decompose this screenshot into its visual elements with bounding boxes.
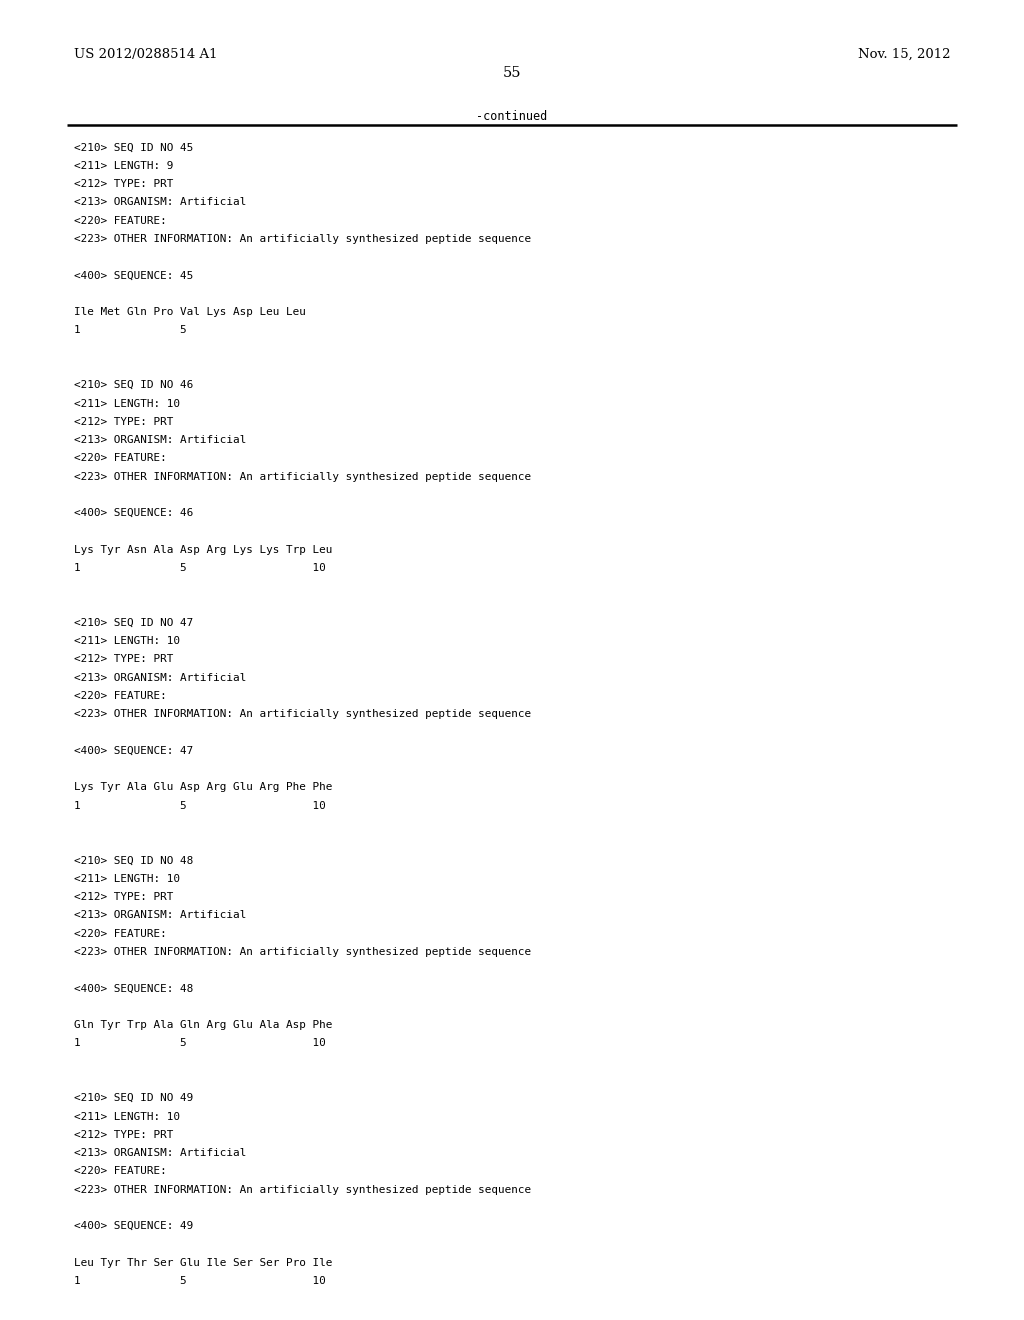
Text: Lys Tyr Ala Glu Asp Arg Glu Arg Phe Phe: Lys Tyr Ala Glu Asp Arg Glu Arg Phe Phe <box>74 783 332 792</box>
Text: <223> OTHER INFORMATION: An artificially synthesized peptide sequence: <223> OTHER INFORMATION: An artificially… <box>74 1184 530 1195</box>
Text: Ile Met Gln Pro Val Lys Asp Leu Leu: Ile Met Gln Pro Val Lys Asp Leu Leu <box>74 308 305 317</box>
Text: <213> ORGANISM: Artificial: <213> ORGANISM: Artificial <box>74 198 246 207</box>
Text: 1               5                   10: 1 5 10 <box>74 564 326 573</box>
Text: <211> LENGTH: 10: <211> LENGTH: 10 <box>74 399 180 408</box>
Text: <223> OTHER INFORMATION: An artificially synthesized peptide sequence: <223> OTHER INFORMATION: An artificially… <box>74 709 530 719</box>
Text: 1               5: 1 5 <box>74 325 186 335</box>
Text: <220> FEATURE:: <220> FEATURE: <box>74 1167 167 1176</box>
Text: <212> TYPE: PRT: <212> TYPE: PRT <box>74 1130 173 1139</box>
Text: 1               5                   10: 1 5 10 <box>74 1039 326 1048</box>
Text: -continued: -continued <box>476 110 548 123</box>
Text: Leu Tyr Thr Ser Glu Ile Ser Ser Pro Ile: Leu Tyr Thr Ser Glu Ile Ser Ser Pro Ile <box>74 1258 332 1267</box>
Text: <210> SEQ ID NO 45: <210> SEQ ID NO 45 <box>74 143 193 153</box>
Text: <211> LENGTH: 10: <211> LENGTH: 10 <box>74 1111 180 1122</box>
Text: 1               5                   10: 1 5 10 <box>74 1276 326 1286</box>
Text: <400> SEQUENCE: 45: <400> SEQUENCE: 45 <box>74 271 193 281</box>
Text: <220> FEATURE:: <220> FEATURE: <box>74 453 167 463</box>
Text: Lys Tyr Asn Ala Asp Arg Lys Lys Trp Leu: Lys Tyr Asn Ala Asp Arg Lys Lys Trp Leu <box>74 545 332 554</box>
Text: <213> ORGANISM: Artificial: <213> ORGANISM: Artificial <box>74 436 246 445</box>
Text: <220> FEATURE:: <220> FEATURE: <box>74 929 167 939</box>
Text: <213> ORGANISM: Artificial: <213> ORGANISM: Artificial <box>74 1148 246 1158</box>
Text: 55: 55 <box>503 66 521 81</box>
Text: <223> OTHER INFORMATION: An artificially synthesized peptide sequence: <223> OTHER INFORMATION: An artificially… <box>74 234 530 244</box>
Text: <212> TYPE: PRT: <212> TYPE: PRT <box>74 892 173 902</box>
Text: <223> OTHER INFORMATION: An artificially synthesized peptide sequence: <223> OTHER INFORMATION: An artificially… <box>74 946 530 957</box>
Text: <210> SEQ ID NO 48: <210> SEQ ID NO 48 <box>74 855 193 866</box>
Text: <400> SEQUENCE: 48: <400> SEQUENCE: 48 <box>74 983 193 994</box>
Text: <210> SEQ ID NO 46: <210> SEQ ID NO 46 <box>74 380 193 391</box>
Text: <400> SEQUENCE: 49: <400> SEQUENCE: 49 <box>74 1221 193 1232</box>
Text: <400> SEQUENCE: 46: <400> SEQUENCE: 46 <box>74 508 193 519</box>
Text: <223> OTHER INFORMATION: An artificially synthesized peptide sequence: <223> OTHER INFORMATION: An artificially… <box>74 471 530 482</box>
Text: <220> FEATURE:: <220> FEATURE: <box>74 215 167 226</box>
Text: <212> TYPE: PRT: <212> TYPE: PRT <box>74 417 173 426</box>
Text: <212> TYPE: PRT: <212> TYPE: PRT <box>74 180 173 189</box>
Text: <400> SEQUENCE: 47: <400> SEQUENCE: 47 <box>74 746 193 756</box>
Text: Gln Tyr Trp Ala Gln Arg Glu Ala Asp Phe: Gln Tyr Trp Ala Gln Arg Glu Ala Asp Phe <box>74 1020 332 1030</box>
Text: US 2012/0288514 A1: US 2012/0288514 A1 <box>74 48 217 61</box>
Text: <211> LENGTH: 10: <211> LENGTH: 10 <box>74 636 180 647</box>
Text: <213> ORGANISM: Artificial: <213> ORGANISM: Artificial <box>74 673 246 682</box>
Text: 1               5                   10: 1 5 10 <box>74 801 326 810</box>
Text: <212> TYPE: PRT: <212> TYPE: PRT <box>74 655 173 664</box>
Text: <210> SEQ ID NO 47: <210> SEQ ID NO 47 <box>74 618 193 628</box>
Text: <210> SEQ ID NO 49: <210> SEQ ID NO 49 <box>74 1093 193 1104</box>
Text: <211> LENGTH: 10: <211> LENGTH: 10 <box>74 874 180 884</box>
Text: Nov. 15, 2012: Nov. 15, 2012 <box>858 48 950 61</box>
Text: <211> LENGTH: 9: <211> LENGTH: 9 <box>74 161 173 170</box>
Text: <220> FEATURE:: <220> FEATURE: <box>74 692 167 701</box>
Text: <213> ORGANISM: Artificial: <213> ORGANISM: Artificial <box>74 911 246 920</box>
